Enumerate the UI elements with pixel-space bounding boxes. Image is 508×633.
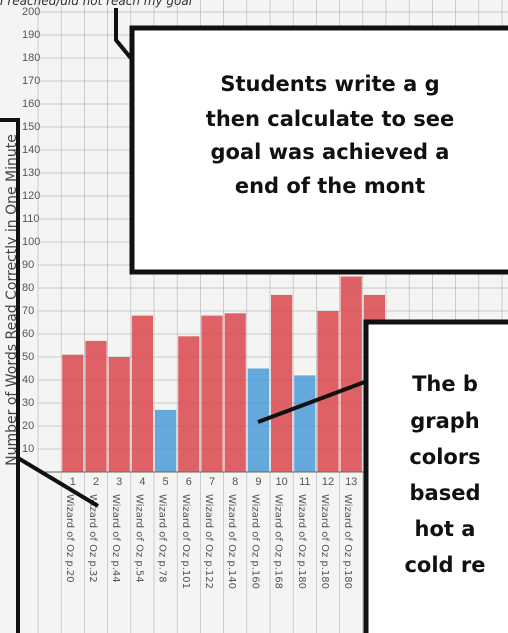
bar [225,313,246,472]
y-tick-label: 10 [22,443,34,455]
bar [201,316,222,472]
x-tick-label: 4 [139,476,145,488]
callout-text: based [410,481,481,505]
bar-sublabel: Wizard of Oz p.20 [64,494,75,583]
bar [85,341,106,472]
bar-sublabel: Wizard of Oz p.160 [249,494,260,589]
callout-text: goal was achieved a [211,140,450,164]
bar [62,355,83,472]
x-tick-label: 13 [345,476,357,488]
x-tick-label: 3 [116,476,122,488]
y-tick-label: 200 [22,6,40,18]
bar-sublabel: Wizard of Oz p.180 [296,494,307,589]
y-tick-label: 190 [22,29,40,41]
callout-text: The b [412,372,478,396]
callout-text: Students write a g [220,72,439,96]
callout-text: cold re [404,553,485,577]
y-tick-label: 90 [22,259,34,271]
callout-text: end of the mont [235,174,425,198]
photo: I reached/did not reach my goal Number o… [0,0,508,633]
y-tick-label: 130 [22,167,40,179]
y-tick-label: 120 [22,190,40,202]
bar-sublabel: Wizard of Oz p.180 [342,494,353,589]
y-tick-label: 20 [22,420,34,432]
callout-text: graph [410,409,480,433]
bar-sublabel: Wizard of Oz p.168 [273,494,284,589]
callout-text: colors [409,445,480,469]
bar-sublabel: Wizard of Oz p.122 [203,494,214,589]
bar [155,410,176,472]
x-tick-label: 10 [275,476,287,488]
y-tick-label: 100 [22,236,40,248]
y-tick-label: 150 [22,121,40,133]
bar [294,375,315,472]
bar [109,357,130,472]
y-tick-label: 140 [22,144,40,156]
x-tick-label: 1 [70,476,76,488]
x-tick-label: 12 [322,476,334,488]
y-tick-label: 80 [22,282,34,294]
y-tick-label: 110 [22,213,40,225]
bar [341,277,362,473]
y-tick-label: 50 [22,351,34,363]
bar [132,316,153,472]
bar-sublabel: Wizard of Oz p.180 [319,494,330,589]
x-tick-label: 11 [299,476,310,488]
callout-box [366,322,508,633]
x-tick-label: 6 [186,476,192,488]
callout-text: then calculate to see [206,107,454,131]
bar-sublabel: Wizard of Oz p.140 [226,494,237,589]
y-tick-label: 40 [22,374,34,386]
x-tick-label: 7 [209,476,215,488]
y-tick-label: 170 [22,75,40,87]
y-tick-label: 160 [22,98,40,110]
bar-sublabel: Wizard of Oz p.44 [110,494,121,583]
x-tick-label: 8 [232,476,238,488]
y-tick-label: 60 [22,328,34,340]
bar-sublabel: Wizard of Oz p.78 [157,494,168,583]
bar-sublabel: Wizard of Oz p.101 [180,494,191,589]
bar [178,336,199,472]
x-tick-label: 2 [93,476,99,488]
x-tick-label: 5 [163,476,169,488]
callout-text: hot a [415,517,476,541]
x-tick-label: 9 [255,476,261,488]
bar-sublabel: Wizard of Oz p.54 [133,494,144,583]
y-tick-label: 180 [22,52,40,64]
y-tick-label: 30 [22,397,34,409]
bar [271,295,292,472]
y-tick-label: 70 [22,305,34,317]
